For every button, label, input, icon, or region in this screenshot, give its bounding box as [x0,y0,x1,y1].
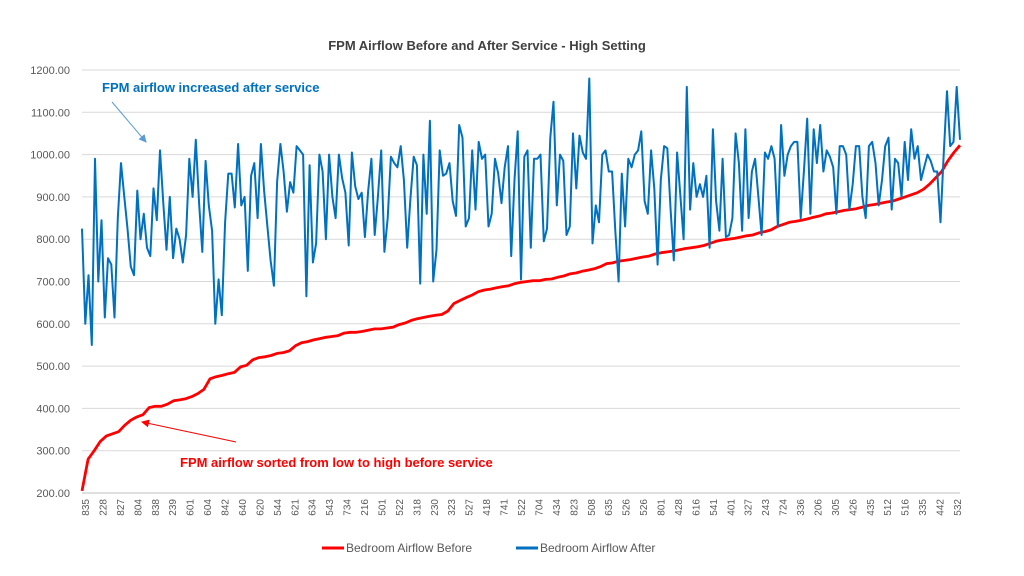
x-tick-label: 501 [377,499,388,516]
x-tick-label: 318 [412,499,423,516]
x-tick-label: 522 [517,499,528,516]
x-axis: 835 228 827 804 838 239 601 604 842 640 620 544 621 6… [81,499,964,516]
x-tick-label: 804 [133,499,144,516]
x-tick-label: 336 [796,499,807,516]
x-tick-label: 230 [430,499,441,516]
x-tick-label: 541 [709,499,720,516]
y-tick-label: 300.00 [36,446,70,458]
x-tick-label: 635 [604,499,615,516]
x-tick-label: 526 [639,499,650,516]
x-tick-label: 434 [552,499,563,516]
y-tick-label: 900.00 [36,192,70,204]
y-tick-label: 800.00 [36,234,70,246]
x-tick-label: 239 [168,499,179,516]
legend-label: Bedroom Airflow Before [346,541,472,555]
x-tick-label: 601 [186,499,197,516]
x-tick-label: 228 [98,499,109,516]
x-tick-label: 335 [918,499,929,516]
y-tick-label: 600.00 [36,319,70,331]
x-tick-label: 206 [813,499,824,516]
x-tick-label: 616 [691,499,702,516]
x-tick-label: 838 [151,499,162,516]
legend-label: Bedroom Airflow After [540,541,655,555]
y-tick-label: 700.00 [36,277,70,289]
series-lines [80,77,962,492]
x-tick-label: 428 [674,499,685,516]
y-tick-label: 1100.00 [31,107,70,119]
x-tick-label: 634 [308,499,319,516]
x-tick-label: 516 [901,499,912,516]
x-tick-label: 442 [936,499,947,516]
y-tick-label: 1000.00 [30,150,70,162]
x-tick-label: 741 [500,499,511,516]
x-tick-label: 827 [116,499,127,516]
x-tick-label: 640 [238,499,249,516]
x-tick-label: 426 [848,499,859,516]
x-tick-label: 724 [779,499,790,516]
x-tick-label: 544 [273,499,284,516]
x-tick-label: 243 [761,499,772,516]
x-tick-label: 512 [883,499,894,516]
annotations: FPM airflow increased after service FPM a… [102,80,493,470]
y-axis: 200.00 300.00 400.00 500.00 600.00 700.00 800.… [30,65,70,500]
x-tick-label: 543 [325,499,336,516]
x-tick-label: 842 [221,499,232,516]
x-tick-label: 418 [482,499,493,516]
chart-title: FPM Airflow Before and After Service - H… [328,38,646,53]
x-tick-label: 327 [744,499,755,516]
x-tick-label: 508 [587,499,598,516]
annotation-arrow-before [141,419,237,443]
x-tick-label: 734 [343,499,354,516]
x-tick-label: 621 [290,499,301,516]
x-tick-label: 323 [447,499,458,516]
y-tick-label: 200.00 [36,488,70,500]
x-tick-label: 305 [831,499,842,516]
annotation-before: FPM airflow sorted from low to high befo… [180,455,493,470]
y-tick-label: 400.00 [36,403,70,415]
legend: Bedroom Airflow Before Bedroom Airflow Af… [322,541,655,555]
x-tick-label: 216 [360,499,371,516]
y-tick-label: 1200.00 [30,65,70,77]
x-tick-label: 620 [255,499,266,516]
annotation-arrow-after [111,101,147,143]
x-tick-label: 401 [726,499,737,516]
x-tick-label: 435 [866,499,877,516]
annotation-after: FPM airflow increased after service [102,80,319,95]
x-tick-label: 704 [534,499,545,516]
x-tick-label: 604 [203,499,214,516]
x-tick-label: 801 [657,499,668,516]
series-line-after [81,77,961,346]
x-tick-label: 532 [953,499,964,516]
x-tick-label: 835 [81,499,92,516]
y-tick-label: 500.00 [36,361,70,373]
x-tick-label: 823 [569,499,580,516]
x-tick-label: 527 [465,499,476,516]
series-line-before [80,144,962,492]
x-tick-label: 522 [395,499,406,516]
x-tick-label: 526 [622,499,633,516]
